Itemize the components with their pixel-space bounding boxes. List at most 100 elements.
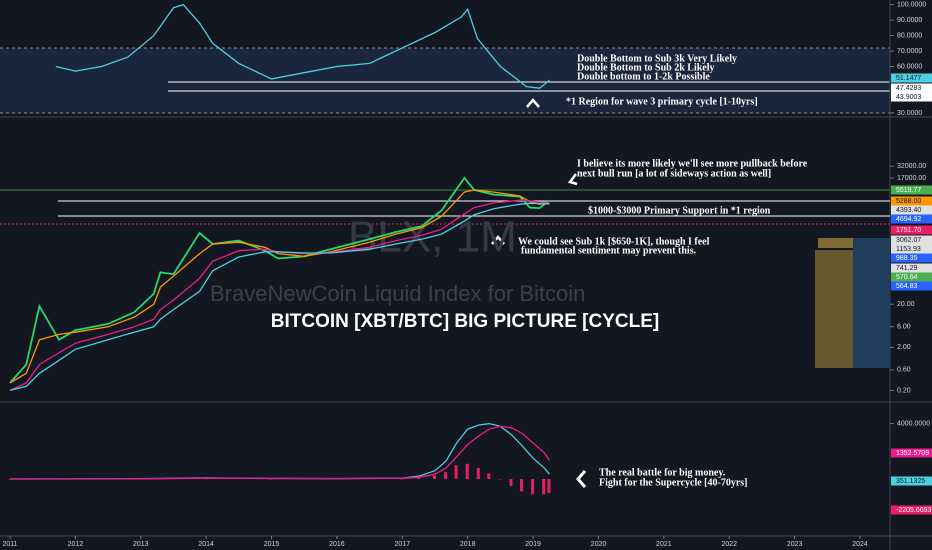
price-label: 4393.40 — [896, 207, 921, 214]
price-label-box — [891, 272, 932, 282]
histogram-bar — [400, 478, 404, 480]
y-tick-label: 100.0000 — [897, 1, 926, 8]
histogram-bar — [138, 478, 142, 480]
y-tick-label: 30.0000 — [897, 110, 922, 117]
y-tick-label: 6.00 — [897, 324, 911, 331]
annotation: *1 Region for wave 3 primary cycle [1-10… — [566, 96, 758, 107]
y-tick-label: 32000.00 — [897, 163, 926, 170]
price-label: -2205.6693 — [896, 507, 932, 514]
y-tick-label: 60.0000 — [897, 63, 922, 70]
y-tick-label: 90.0000 — [897, 17, 922, 24]
price-label: 51.1477 — [896, 75, 921, 82]
price-label-box — [891, 253, 932, 263]
y-tick-label: 0.60 — [897, 367, 911, 374]
annotation: $1000-$3000 Primary Support in *1 region — [588, 205, 771, 216]
x-tick-label: 2023 — [787, 541, 803, 548]
annotation: Double Bottom to Sub 3k Very Likely — [577, 53, 737, 64]
annotation: fundamental sentiment may prevent this. — [521, 245, 697, 256]
price-label-box — [891, 92, 932, 102]
histogram-bar — [487, 473, 491, 480]
x-tick-label: 2022 — [721, 541, 737, 548]
price-label: 5288.00 — [896, 198, 921, 205]
histogram-bar — [444, 472, 448, 480]
histogram-bar — [433, 475, 436, 480]
histogram-bar — [416, 477, 420, 480]
price-label: 1352.5709 — [896, 450, 929, 457]
price-label-box — [891, 281, 932, 291]
histogram-bar — [454, 465, 458, 480]
price-label-box — [891, 214, 932, 224]
x-tick-label: 2016 — [329, 541, 345, 548]
annotation: Double bottom to 1-2k Possible — [577, 71, 710, 82]
price-label-box — [891, 73, 932, 83]
price-label: 988.35 — [896, 255, 918, 262]
histogram-bar — [498, 479, 502, 480]
price-label-box — [891, 185, 932, 195]
x-tick-label: 2012 — [68, 541, 84, 548]
histogram-bar — [547, 479, 551, 493]
histogram-bar — [542, 479, 546, 495]
price-label: 5519.77 — [896, 187, 921, 194]
histogram-bar — [465, 463, 469, 480]
price-label-box — [891, 205, 932, 215]
x-tick-label: 2019 — [525, 541, 541, 548]
price-label-box — [891, 244, 932, 254]
arrow — [567, 173, 578, 186]
price-label: 741.29 — [896, 265, 918, 272]
histogram-bar — [519, 479, 523, 492]
x-tick-label: 2011 — [2, 541, 17, 548]
arrow-left — [576, 470, 587, 488]
histogram-bar — [269, 479, 273, 480]
histogram-bar — [531, 479, 535, 495]
histogram-bar — [334, 479, 338, 480]
price-label: 1751.70 — [896, 227, 921, 234]
annotation: The real battle for big money. — [599, 467, 726, 478]
x-tick-label: 2020 — [591, 541, 607, 548]
y-tick-label: 0.20 — [897, 387, 911, 394]
price-label: 351.1325 — [896, 478, 925, 485]
price-label-box — [891, 448, 932, 458]
price-label: 564.83 — [896, 283, 918, 290]
histogram-bar — [476, 467, 480, 480]
annotation: Fight for the Supercycle [40-70yrs] — [599, 477, 748, 488]
series-line — [10, 425, 550, 480]
price-label-box — [891, 196, 932, 206]
histogram-bar — [509, 479, 513, 486]
price-label-box — [891, 505, 932, 515]
series-line — [9, 202, 550, 392]
y-tick-label: 2.00 — [897, 344, 911, 351]
price-label: 570.64 — [896, 274, 918, 281]
annotation: We could see Sub 1k [$650-1K], though I … — [518, 236, 710, 247]
chart-title: BITCOIN [XBT/BTC] BIG PICTURE [CYCLE] — [271, 311, 659, 332]
series-line — [55, 3, 550, 89]
annotation: next bull run [a lot of sideways action … — [577, 168, 771, 179]
price-label-box — [891, 476, 932, 486]
watermark-symbol: BLX, 1M — [348, 213, 517, 262]
zone-box — [815, 250, 853, 368]
annotation: I believe its more likely we'll see more… — [577, 158, 808, 169]
x-tick-label: 2018 — [460, 541, 476, 548]
y-tick-label: 20.00 — [897, 301, 915, 308]
annotation: Double Bottom to Sub 2k Likely — [577, 62, 715, 73]
price-label-box — [891, 263, 932, 273]
arrow-up — [491, 235, 505, 245]
series-line — [9, 176, 550, 384]
y-tick-label: 4000.0000 — [897, 420, 930, 427]
price-label: 1153.93 — [896, 246, 921, 253]
arrow-up — [526, 98, 540, 108]
zone-box — [818, 238, 853, 248]
price-label-box — [891, 225, 932, 235]
price-label: 4694.92 — [896, 216, 921, 223]
series-line — [9, 199, 550, 391]
rsi-band — [0, 48, 890, 113]
price-label: 3062.07 — [896, 237, 921, 244]
x-tick-label: 2014 — [198, 541, 214, 548]
histogram-bar — [204, 478, 208, 480]
y-tick-label: 17000.00 — [897, 175, 926, 182]
price-label-box — [891, 83, 932, 93]
price-label-box — [891, 235, 932, 245]
x-tick-label: 2024 — [852, 541, 868, 548]
x-tick-label: 2015 — [264, 541, 280, 548]
x-tick-label: 2017 — [395, 541, 411, 548]
